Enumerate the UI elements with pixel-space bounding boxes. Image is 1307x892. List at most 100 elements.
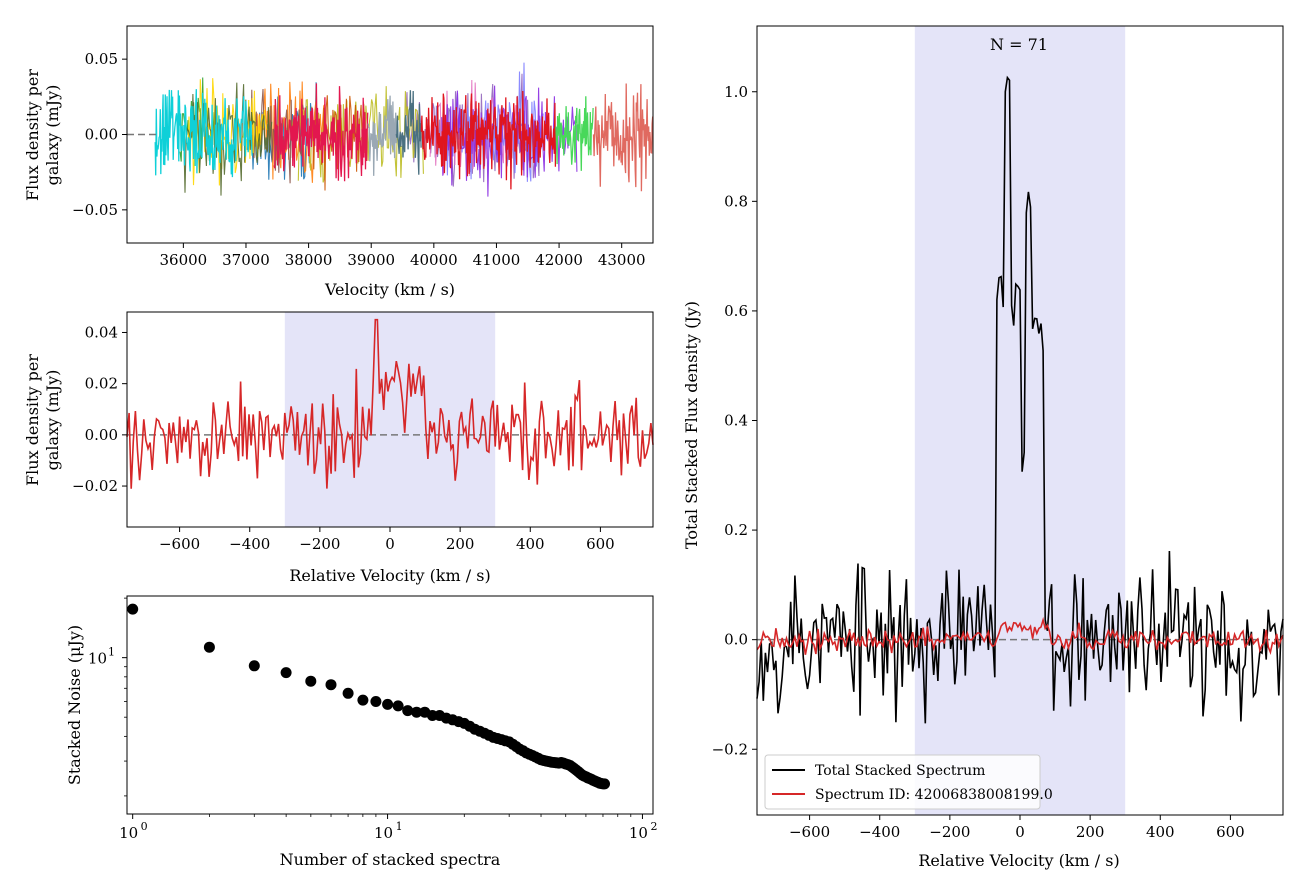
panel1-series-line [154, 89, 253, 178]
panel2-x-tick-label: 200 [446, 535, 475, 553]
panel3-data-point [599, 778, 610, 790]
panel1-x-tick-label: 39000 [347, 251, 395, 269]
panel3-data-point [357, 694, 369, 706]
panel-stacked-noise: 10 0 10 1 10 2 10 1 Number of stacked spectra … [65, 595, 657, 869]
panel3-data-point [382, 698, 394, 710]
panel2-x-tick-label: −200 [299, 535, 340, 553]
panel1-series-line [555, 96, 594, 171]
panel4-x-tick-label: −600 [789, 823, 830, 841]
legend-label-total: Total Stacked Spectrum [815, 763, 985, 779]
panel3-data-point [305, 675, 317, 687]
panel4-single-spectrum-line [756, 616, 1284, 656]
panel3-data-point [248, 660, 260, 672]
panel2-x-tick-label: −600 [159, 535, 200, 553]
panel1-y-tick-label: 0.05 [85, 50, 118, 68]
panel-relative-velocity-single: −600 −400 −200 0 200 400 600 0.04 0.02 0.00 −0.02… [23, 311, 654, 585]
legend-box [764, 754, 1041, 810]
legend-label-single: Spectrum ID: 42006838008199.0 [815, 787, 1053, 803]
panel2-x-tick-label: 600 [586, 535, 615, 553]
panel2-y-tick-label: 0.00 [85, 426, 118, 444]
panel3-y-tick-label: 10 [88, 650, 107, 668]
panel1-x-tick-label: 40000 [410, 251, 458, 269]
panel1-x-ticks: 36000 37000 38000 39000 40000 41000 42000 43000 [159, 243, 646, 269]
panel3-y-tick-exponent: 1 [108, 646, 115, 659]
panel3-data-point [203, 641, 215, 653]
panel3-x-tick-exponent: 2 [650, 820, 657, 833]
panel4-legend: Total Stacked Spectrum Spectrum ID: 4200… [764, 754, 1053, 810]
panel1-x-tick-label: 36000 [159, 251, 207, 269]
panel4-shaded-region [914, 26, 1126, 815]
panel4-xlabel: Relative Velocity (km / s) [918, 851, 1119, 870]
panel3-data-point [411, 706, 423, 718]
panel2-y-tick-label: 0.02 [85, 375, 118, 393]
panel1-series-line [367, 95, 397, 176]
panel3-xlabel: Number of stacked spectra [280, 850, 501, 869]
panel3-frame [126, 595, 654, 815]
panel3-x-tick-label: 10 [374, 824, 393, 842]
panel4-ylabel: Total Stacked Flux density (Jy) [682, 301, 701, 549]
panel2-shaded-region [284, 312, 496, 527]
panel1-x-tick-label: 37000 [222, 251, 270, 269]
panel-velocity-spectra: 36000 37000 38000 39000 40000 41000 42000 43000… [23, 25, 654, 299]
panel3-y-ticks: 10 1 [88, 597, 127, 797]
panel4-y-tick-label: −0.2 [712, 740, 748, 758]
panel3-data-point [325, 679, 337, 691]
panel1-x-tick-label: 38000 [285, 251, 333, 269]
panel1-series-line [395, 90, 422, 175]
panel4-x-ticks: −600 −400 −200 0 200 400 600 [789, 815, 1245, 841]
panel3-x-tick-exponent: 1 [396, 820, 403, 833]
panel1-y-tick-label: 0.00 [85, 126, 118, 144]
panel2-x-tick-label: 400 [516, 535, 545, 553]
panel3-x-tick-exponent: 0 [141, 820, 148, 833]
panel4-x-tick-label: 0 [1015, 823, 1025, 841]
panel4-y-tick-label: 0.4 [724, 412, 748, 430]
panel4-x-tick-label: 200 [1076, 823, 1105, 841]
panel3-data-point [370, 696, 382, 707]
panel1-xlabel: Velocity (km / s) [324, 280, 455, 299]
panel3-x-tick-label: 10 [629, 824, 648, 842]
panel4-x-tick-label: 400 [1146, 823, 1175, 841]
panel4-y-tick-label: 0.0 [724, 631, 748, 649]
panel1-x-tick-label: 43000 [598, 251, 646, 269]
panel2-ylabel-line2: galaxy (mJy) [43, 370, 62, 471]
panel2-x-tick-label: 0 [385, 535, 395, 553]
panel2-ylabel-line1: Flux density per [23, 354, 42, 486]
panel2-x-tick-label: −400 [229, 535, 270, 553]
panel2-y-ticks: 0.04 0.02 0.00 −0.02 [72, 323, 127, 495]
panel3-data-point [342, 687, 354, 699]
panel3-x-tick-label: 10 [119, 824, 138, 842]
panel3-data-point [402, 705, 414, 717]
panel4-annotation: N = 71 [990, 35, 1048, 54]
panel3-ylabel: Stacked Noise (μJy) [65, 625, 84, 785]
panel4-y-tick-label: 0.8 [724, 192, 748, 210]
panel4-y-tick-label: 0.6 [724, 302, 748, 320]
panel1-x-tick-label: 42000 [535, 251, 583, 269]
panel4-y-tick-label: 1.0 [724, 83, 748, 101]
panel4-x-tick-label: −400 [859, 823, 900, 841]
panel3-x-ticks: 10 0 10 1 10 2 [119, 814, 657, 842]
panel4-x-tick-label: 600 [1216, 823, 1245, 841]
panel1-ylabel-line1: Flux density per [23, 69, 42, 201]
panel4-x-tick-label: −200 [929, 823, 970, 841]
panel4-total-stacked-line [756, 75, 1284, 724]
panel2-x-ticks: −600 −400 −200 0 200 400 600 [159, 527, 615, 553]
panel1-series-line [273, 83, 369, 182]
panel4-y-tick-label: 0.2 [724, 521, 748, 539]
panel2-y-tick-label: 0.04 [85, 323, 118, 341]
panel2-xlabel: Relative Velocity (km / s) [289, 566, 490, 585]
panel4-y-ticks: 1.0 0.8 0.6 0.4 0.2 0.0 −0.2 [712, 83, 757, 758]
panel3-data-point [392, 700, 404, 712]
panel1-series-line [420, 90, 557, 190]
panel1-y-ticks: 0.05 0.00 −0.05 [72, 50, 127, 219]
panel1-ylabel-line2: galaxy (mJy) [43, 85, 62, 186]
panel3-data-point [280, 667, 292, 679]
panel1-y-tick-label: −0.05 [72, 201, 118, 219]
panel3-scatter-points [127, 603, 610, 790]
panel1-series-line [592, 83, 654, 192]
panel2-y-tick-label: −0.02 [72, 477, 118, 495]
panel3-data-point [127, 603, 139, 615]
panel1-x-tick-label: 41000 [473, 251, 521, 269]
panel1-series-lines [154, 83, 654, 192]
panel2-spectrum-line [126, 318, 654, 489]
